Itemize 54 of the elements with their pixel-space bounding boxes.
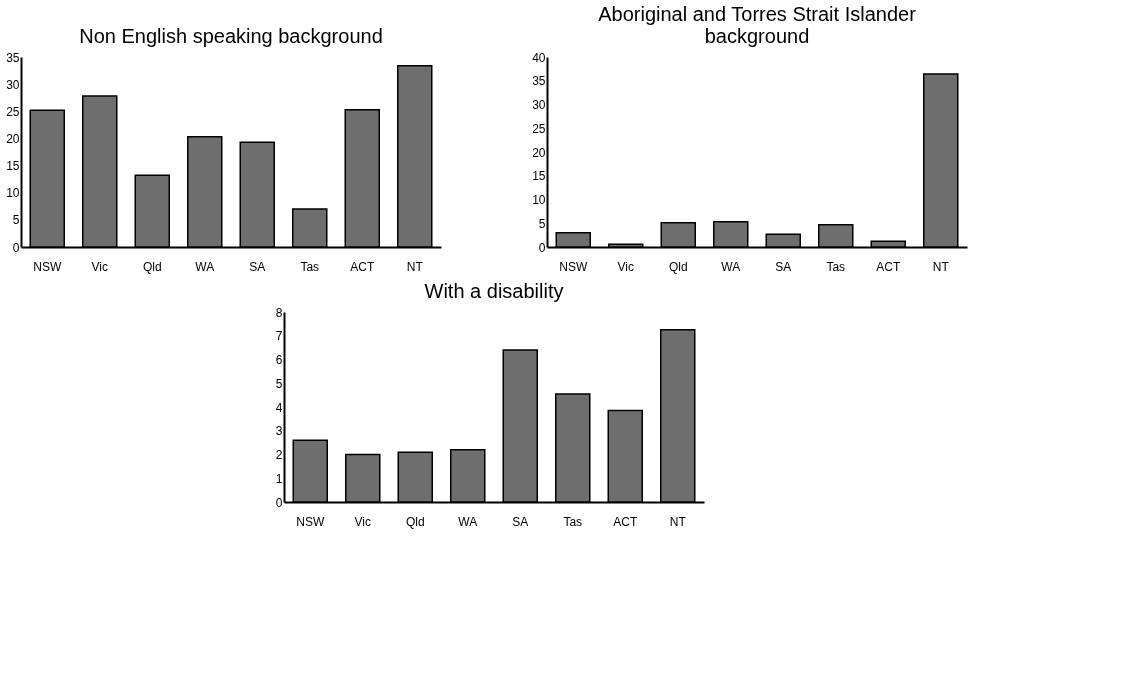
x-tick-label: Qld	[142, 259, 162, 274]
x-tick-label: NSW	[296, 514, 325, 529]
y-tick-label: 5	[538, 216, 546, 231]
y-tick-label: 1	[275, 471, 283, 486]
y-tick-label: 30	[6, 77, 20, 92]
y-tick-label: 8	[275, 305, 283, 320]
x-tick-label: Tas	[300, 259, 320, 274]
y-tick-label: 6	[275, 353, 283, 367]
x-tick-label: Qld	[668, 259, 688, 274]
y-tick-label: 20	[6, 131, 20, 146]
y-tick-label: 10	[532, 193, 546, 207]
x-tick-label: NT	[932, 259, 950, 274]
y-tick-label: 30	[532, 98, 546, 112]
x-tick-label: NT	[669, 514, 687, 529]
x-tick-label: NT	[406, 259, 424, 274]
x-tick-label: Tas	[826, 259, 846, 274]
y-tick-label: 15	[532, 169, 546, 184]
y-tick-label: 25	[6, 104, 20, 119]
x-tick-label: Qld	[405, 514, 425, 529]
y-tick-label: 2	[275, 448, 283, 462]
text: Aboriginal and Torres Strait Islander	[598, 3, 916, 25]
x-tick-label: Vic	[91, 259, 108, 274]
y-tick-label: 4	[275, 400, 283, 415]
chart-title: Non English speaking background	[79, 25, 383, 47]
x-tick-label: ACT	[350, 259, 375, 274]
x-tick-label: SA	[775, 259, 792, 274]
x-tick-label: SA	[512, 514, 529, 529]
y-tick-label: 3	[275, 424, 283, 439]
y-tick-label: 0	[12, 240, 20, 255]
x-tick-label: WA	[721, 259, 741, 274]
y-tick-label: 25	[532, 121, 546, 136]
x-tick-label: NSW	[33, 259, 62, 274]
x-tick-label: Vic	[354, 514, 371, 529]
x-tick-label: NSW	[559, 259, 588, 274]
y-tick-label: 7	[275, 329, 283, 344]
x-tick-label: Vic	[617, 259, 634, 274]
y-tick-label: 5	[12, 213, 20, 228]
y-tick-label: 40	[532, 50, 546, 65]
y-tick-label: 20	[532, 145, 546, 160]
x-tick-label: ACT	[876, 259, 901, 274]
x-tick-label: WA	[195, 259, 215, 274]
text: background	[704, 25, 810, 47]
x-tick-label: SA	[249, 259, 266, 274]
y-tick-label: 0	[275, 495, 283, 510]
y-tick-label: 5	[275, 376, 283, 391]
y-tick-label: 0	[538, 240, 546, 255]
chart-title: With a disability	[424, 280, 564, 302]
y-tick-label: 15	[6, 159, 20, 174]
x-tick-label: ACT	[613, 514, 638, 529]
x-tick-label: WA	[458, 514, 478, 529]
y-tick-label: 35	[532, 74, 546, 89]
y-tick-label: 35	[6, 50, 20, 65]
x-tick-label: Tas	[563, 514, 583, 529]
y-tick-label: 10	[6, 186, 20, 201]
